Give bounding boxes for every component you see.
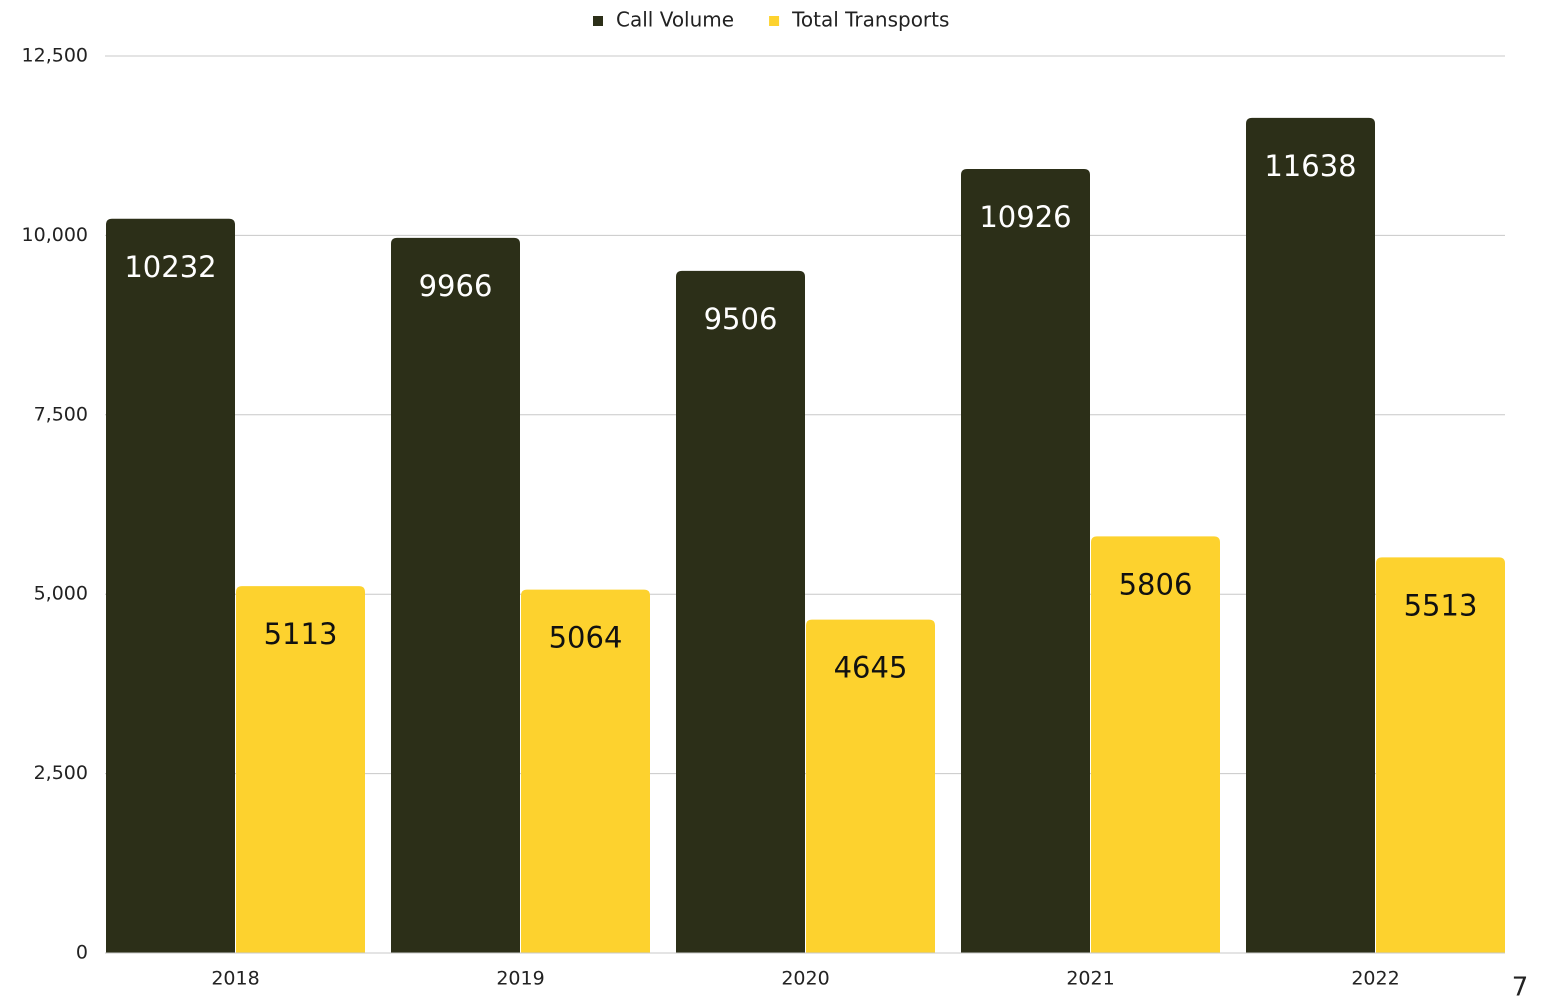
x-tick-label: 2022 [1351,968,1399,990]
bar [1091,536,1220,953]
bar [1246,117,1375,953]
value-label: 5513 [1404,588,1478,622]
value-label: 4645 [834,651,908,685]
value-label: 9966 [419,269,493,303]
value-label: 5806 [1119,567,1193,601]
legend-label: Total Transports [791,8,949,32]
bar [106,218,235,953]
bar [1376,557,1505,953]
y-tick-label: 0 [76,942,88,964]
y-tick-label: 12,500 [22,45,88,67]
y-tick-label: 7,500 [34,403,88,425]
value-label: 11638 [1264,149,1356,183]
x-tick-label: 2018 [211,968,259,990]
bar [961,168,1090,953]
value-label: 9506 [704,302,778,336]
bar [236,586,365,953]
page-number: 7 [1512,973,1529,999]
value-label: 5064 [549,621,623,655]
x-tick-label: 2019 [496,968,544,990]
bar [676,270,805,953]
bar [521,589,650,953]
bar [806,619,935,953]
bar [391,237,520,953]
y-tick-label: 5,000 [34,583,88,605]
legend-swatch [593,16,603,26]
value-label: 10232 [124,250,216,284]
value-label: 10926 [979,200,1071,234]
x-tick-label: 2021 [1066,968,1114,990]
value-label: 5113 [264,617,338,651]
legend-label: Call Volume [616,8,734,32]
legend-swatch [769,16,780,26]
x-tick-label: 2020 [781,968,829,990]
y-tick-label: 10,000 [22,224,88,246]
y-tick-label: 2,500 [34,762,88,784]
